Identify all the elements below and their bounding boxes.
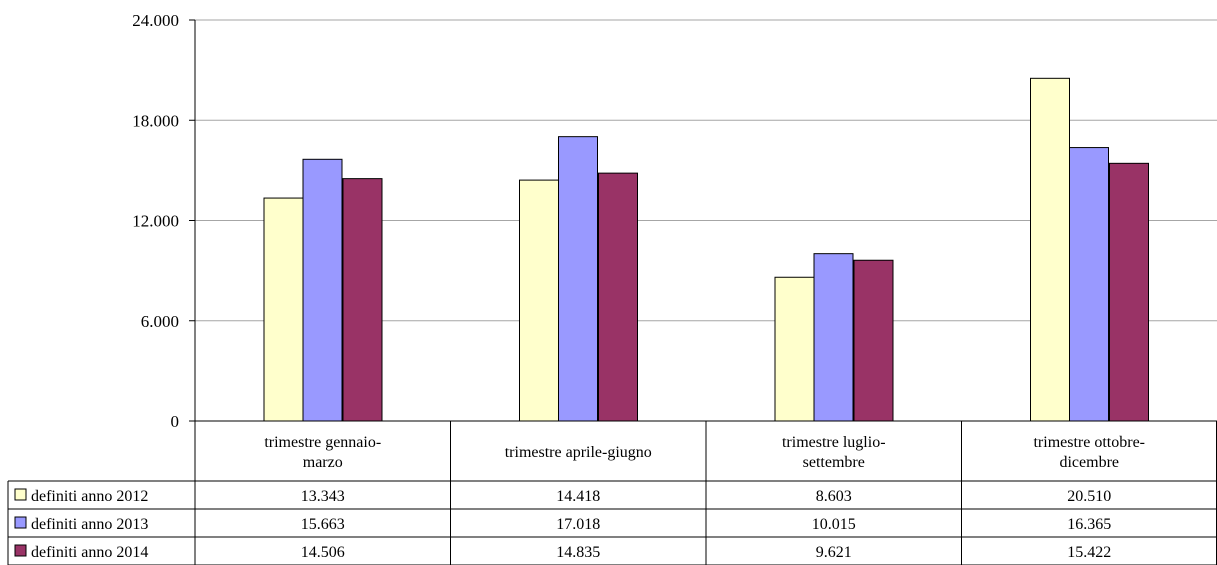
category-label: trimestre luglio- — [782, 434, 886, 451]
bar — [1069, 147, 1109, 422]
bars — [263, 77, 1149, 422]
data-label: 13.343 — [301, 488, 345, 505]
data-label: 14.835 — [556, 544, 600, 561]
series-name: definiti anno 2013 — [31, 516, 148, 533]
category-label: settembre — [803, 454, 865, 471]
data-label: 15.663 — [301, 516, 345, 533]
bar — [558, 136, 598, 422]
category-label: dicembre — [1059, 454, 1119, 471]
data-label: 14.506 — [301, 544, 345, 561]
y-tick-label: 0 — [171, 412, 180, 431]
bar — [598, 172, 638, 422]
bar — [774, 276, 815, 422]
y-axis-ticks: 0 6.000 12.000 18.000 24.000 — [132, 11, 179, 431]
legend-key — [14, 516, 27, 529]
category-label: marzo — [303, 454, 343, 471]
bar — [813, 253, 854, 422]
bar — [1030, 77, 1070, 422]
bar — [853, 259, 894, 422]
bar — [302, 158, 343, 422]
data-label: 14.418 — [556, 488, 600, 505]
y-tick-label: 18.000 — [132, 111, 179, 130]
bar — [263, 197, 304, 422]
series-name: definiti anno 2012 — [31, 488, 148, 505]
y-tick-label: 12.000 — [132, 212, 179, 231]
data-label: 16.365 — [1067, 516, 1111, 533]
category-label: trimestre aprile-giugno — [505, 444, 652, 461]
data-label: 20.510 — [1067, 488, 1111, 505]
category-label: trimestre gennaio- — [264, 434, 381, 451]
bar — [1109, 162, 1149, 422]
bar — [342, 178, 383, 422]
category-label: trimestre ottobre- — [1033, 434, 1145, 451]
data-label: 9.621 — [816, 544, 852, 561]
axes — [189, 19, 196, 422]
data-label: 15.422 — [1067, 544, 1111, 561]
series-name: definiti anno 2014 — [31, 544, 148, 561]
y-tick-label: 6.000 — [141, 312, 179, 331]
data-label: 8.603 — [816, 488, 852, 505]
legend-key — [14, 488, 27, 501]
data-label: 17.018 — [556, 516, 600, 533]
legend-key — [14, 544, 27, 557]
data-label: 10.015 — [812, 516, 856, 533]
bar — [519, 179, 559, 422]
data-table: trimestre gennaio-marzo trimestre aprile-… — [7, 420, 1217, 565]
y-tick-label: 24.000 — [132, 11, 179, 30]
